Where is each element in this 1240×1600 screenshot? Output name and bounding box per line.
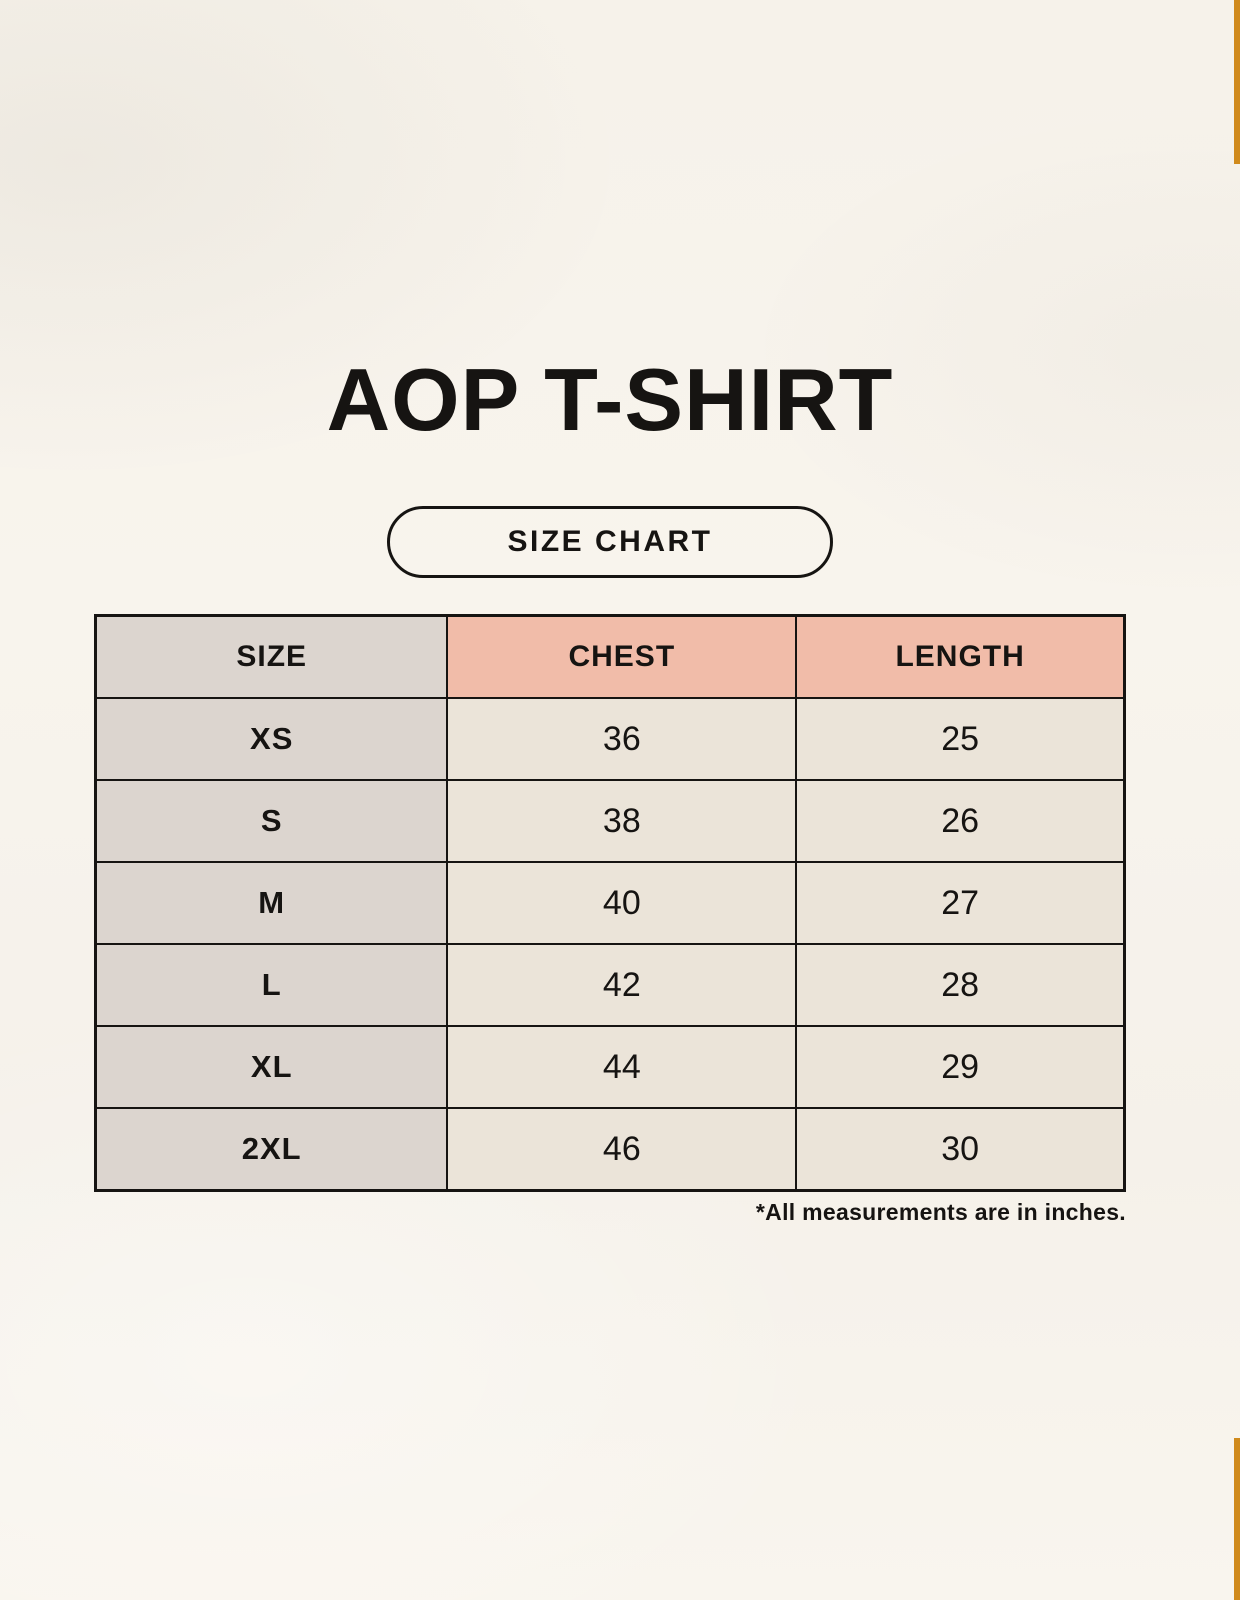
column-header-chest: CHEST	[446, 614, 798, 699]
accent-bar-bottom	[1234, 1438, 1240, 1600]
table-header-row: SIZE CHEST LENGTH	[94, 614, 1126, 699]
length-value: 25	[795, 697, 1126, 781]
length-value: 27	[795, 861, 1126, 945]
table-row: XS 36 25	[94, 697, 1126, 781]
size-label: 2XL	[94, 1107, 449, 1192]
size-table: SIZE CHEST LENGTH XS 36 25 S 38 26 M 40 …	[94, 614, 1126, 1192]
size-label: L	[94, 943, 449, 1027]
table-row: 2XL 46 30	[94, 1107, 1126, 1192]
chest-value: 42	[446, 943, 798, 1027]
length-value: 26	[795, 779, 1126, 863]
chest-value: 46	[446, 1107, 798, 1192]
chest-value: 44	[446, 1025, 798, 1109]
measurements-footnote: *All measurements are in inches.	[755, 1199, 1126, 1225]
page-title: AOP T-SHIRT	[326, 350, 894, 449]
chest-value: 36	[446, 697, 798, 781]
size-label: M	[94, 861, 449, 945]
chest-value: 38	[446, 779, 798, 863]
table-row: M 40 27	[94, 861, 1126, 945]
chest-value: 40	[446, 861, 798, 945]
length-value: 28	[795, 943, 1126, 1027]
length-value: 30	[795, 1107, 1126, 1192]
table-row: L 42 28	[94, 943, 1126, 1027]
accent-bar-top	[1234, 0, 1240, 164]
size-chart-badge-label: SIZE CHART	[507, 525, 713, 558]
table-row: S 38 26	[94, 779, 1126, 863]
size-chart-badge: SIZE CHART	[387, 506, 833, 578]
column-header-size: SIZE	[94, 614, 449, 699]
size-label: XL	[94, 1025, 449, 1109]
column-header-length: LENGTH	[795, 614, 1126, 699]
size-label: S	[94, 779, 449, 863]
size-chart-panel: AOP T-SHIRT SIZE CHART SIZE CHEST LENGTH…	[94, 0, 1126, 1226]
table-row: XL 44 29	[94, 1025, 1126, 1109]
size-label: XS	[94, 697, 449, 781]
length-value: 29	[795, 1025, 1126, 1109]
